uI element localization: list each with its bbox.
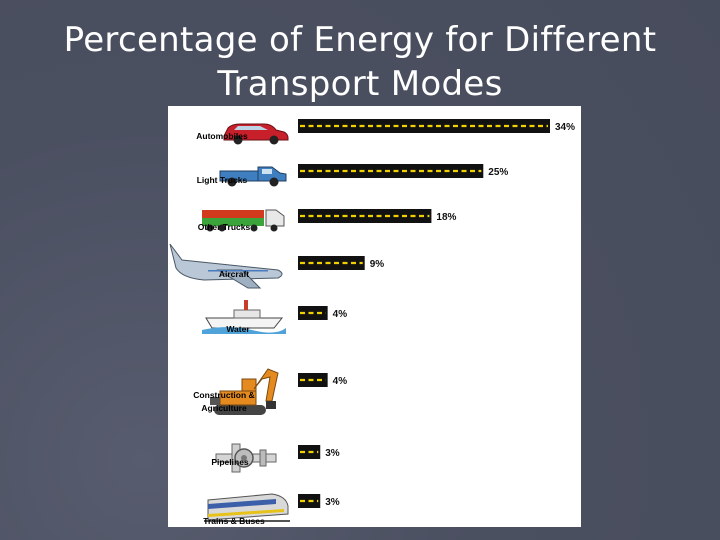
pickup-truck-icon bbox=[219, 166, 287, 187]
train-icon bbox=[204, 493, 290, 522]
category-label: Construction & bbox=[193, 390, 254, 400]
bar-row-7: Pipelines 3% bbox=[211, 443, 340, 473]
semi-truck-icon bbox=[202, 209, 285, 232]
excavator-icon bbox=[210, 368, 279, 415]
car-icon bbox=[223, 123, 289, 145]
bar bbox=[298, 256, 365, 270]
category-label: Other Trucks bbox=[198, 222, 251, 232]
category-label: Aircraft bbox=[219, 269, 249, 279]
value-label: 34% bbox=[555, 122, 575, 133]
bar-row-4: Aircraft 9% bbox=[169, 243, 385, 289]
value-label: 3% bbox=[325, 497, 340, 508]
bar bbox=[298, 164, 484, 178]
bar bbox=[298, 209, 432, 223]
slide-title: Percentage of Energy for Different Trans… bbox=[0, 18, 720, 106]
category-label: Water bbox=[226, 324, 250, 334]
ship-icon bbox=[202, 300, 286, 334]
value-label: 25% bbox=[488, 167, 508, 178]
pipeline-icon bbox=[215, 443, 277, 473]
bar-row-1: Automobiles 34% bbox=[196, 119, 575, 145]
chart-panel: Automobiles 34% Light Trucks 25% Other Truck… bbox=[168, 106, 581, 527]
value-label: 3% bbox=[325, 448, 340, 459]
value-label: 18% bbox=[436, 212, 456, 223]
category-label: Pipelines bbox=[211, 457, 249, 467]
category-label: Trains & Buses bbox=[203, 516, 265, 526]
title-line-2: Transport Modes bbox=[217, 64, 503, 104]
category-label: Automobiles bbox=[196, 131, 248, 141]
category-label: Agriculture bbox=[201, 403, 247, 413]
energy-bar-chart: Automobiles 34% Light Trucks 25% Other Truck… bbox=[169, 119, 575, 526]
value-label: 4% bbox=[333, 376, 348, 387]
bar-row-8: Trains & Buses 3% bbox=[203, 493, 340, 526]
bar-row-6: Construction & Agriculture 4% bbox=[193, 368, 348, 415]
airplane-icon bbox=[169, 243, 283, 289]
bar-row-5: Water 4% bbox=[202, 300, 347, 334]
value-label: 9% bbox=[370, 259, 385, 270]
bar-row-3: Other Trucks 18% bbox=[198, 209, 457, 232]
category-label: Light Trucks bbox=[197, 175, 248, 185]
value-label: 4% bbox=[333, 309, 348, 320]
bar-row-2: Light Trucks 25% bbox=[197, 164, 508, 187]
title-line-1: Percentage of Energy for Different bbox=[63, 20, 657, 60]
